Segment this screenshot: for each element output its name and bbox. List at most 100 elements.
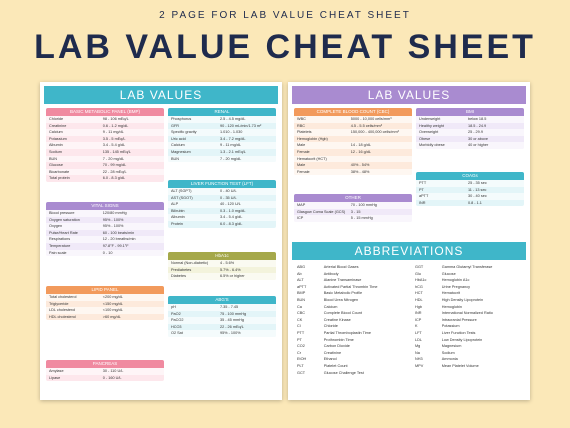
- cell-value: 1.010 - 1.030: [219, 130, 243, 135]
- cell-value: below 18.5: [467, 117, 487, 121]
- cell-name: Total cholesterol: [49, 295, 77, 299]
- cell-value: Potassium: [441, 324, 460, 329]
- table-row: Na Sodium: [412, 350, 525, 357]
- table-row: Oxygen 95% - 100%: [46, 223, 164, 230]
- table-row: Mg Magnesium: [412, 343, 525, 350]
- cell-value: 0.6 - 1.2 mg/dL: [102, 123, 129, 128]
- table-row: Magnesium 1.3 - 2.1 mEq/L: [168, 149, 276, 156]
- cell-value: 60 - 100 beats/min: [102, 230, 135, 235]
- table-row: hCG Urine Pregnancy: [412, 284, 525, 291]
- cell-name: hCG: [415, 284, 423, 289]
- section-header: PANCREAS: [46, 360, 164, 368]
- cell-name: Prediabetes: [171, 267, 192, 272]
- abbreviation-column: GGT Gamma Glutamyl Transferase Glu Glucose H…: [412, 264, 525, 370]
- cell-name: Protein: [171, 221, 184, 226]
- cell-name: PTT: [419, 181, 427, 185]
- table-row: Total cholesterol <200 mg/dL: [46, 294, 164, 301]
- table-row: pH 7.35 - 7.45: [168, 304, 276, 311]
- cell-value: Magnesium: [441, 344, 462, 349]
- table-row: Hematocrit (HCT): [294, 155, 412, 163]
- cell-value: 3 - 15: [350, 209, 361, 214]
- table-row: Cl Chloride: [294, 323, 407, 330]
- cell-value: 30 - 40 sec: [467, 194, 487, 199]
- cell-name: Magnesium: [171, 149, 191, 154]
- cell-name: HDL cholesterol: [49, 314, 76, 319]
- section-header: LIVER FUNCTION TEST (LFT): [168, 180, 276, 188]
- cell-value: 1.3 - 2.1 mEq/L: [219, 149, 246, 154]
- cell-value: Intracranial Pressure: [441, 317, 477, 322]
- cell-name: LFT: [415, 330, 422, 335]
- cell-value: 0 - 40 U/L: [219, 189, 237, 193]
- table-row: aPTT 30 - 40 sec: [416, 193, 524, 200]
- cell-name: HCO3: [171, 324, 182, 329]
- cell-value: Glucose Challenge Test: [323, 370, 364, 375]
- cell-name: INR: [415, 311, 422, 316]
- section: ABG'S pH 7.35 - 7.45 PaO2 75 - 100 mmHg PaCO2…: [168, 296, 276, 337]
- cell-name: Bilirubin: [171, 208, 185, 213]
- table-row: Temperature 97.8°F - 99.1°F: [46, 243, 164, 250]
- cell-value: 30 - 110 U/L: [102, 369, 124, 373]
- cell-name: LDL: [415, 337, 422, 342]
- section: BMI Underweight below 18.5 Healthy weight 18…: [416, 108, 524, 149]
- cell-name: PaCO2: [171, 318, 184, 323]
- cell-name: Blood pressure: [49, 211, 75, 215]
- cell-value: Glucose: [441, 271, 456, 276]
- cell-name: GFR: [171, 123, 180, 128]
- cell-value: 4.5 - 5.5 cells/mm³: [350, 123, 382, 128]
- cell-name: BUN: [49, 156, 58, 161]
- cell-value: 3.5 - 5 mEq/L: [102, 136, 126, 141]
- table-row: Oxygen saturation 95% - 100%: [46, 217, 164, 224]
- cell-name: Female: [297, 149, 310, 154]
- table-row: Male 14 - 18 g/dL: [294, 142, 412, 149]
- cell-name: CK: [297, 317, 303, 322]
- cell-value: 4 - 5.6%: [219, 261, 235, 265]
- table-row: ICP Intracranial Pressure: [412, 316, 525, 324]
- table-row: Pain scale 0 - 10: [46, 249, 164, 257]
- table-row: Hgb Hemoglobin: [412, 303, 525, 311]
- abbreviation-column: ABG Arterial Blood Gases Ab Antibody ALT Alan…: [294, 264, 407, 377]
- cell-value: 40 or higher: [467, 143, 489, 148]
- cell-name: Hemoglobin (Hgb): [297, 136, 328, 141]
- table-row: Female 38% - 48%: [294, 168, 412, 176]
- table-row: O2 Sat 95% - 100%: [168, 330, 276, 337]
- cell-value: 120/80 mmHg: [102, 211, 127, 215]
- table-row: PT Prothrombin Time: [294, 337, 407, 344]
- cell-name: WBC: [297, 117, 306, 121]
- table-row: PT 11 - 13 sec: [416, 187, 524, 194]
- cell-name: CO2: [297, 344, 305, 349]
- cell-value: Creatinine: [323, 350, 342, 355]
- table-row: Bilirubin 0.3 - 1.0 mg/dL: [168, 208, 276, 215]
- cell-name: K: [415, 324, 418, 329]
- table-row: aPTT Activated Partial Thrombin Time: [294, 284, 407, 291]
- table-row: EtOH Ethanol: [294, 356, 407, 363]
- cell-name: Sodium: [49, 149, 62, 154]
- table-row: ICP 5 - 15 mmHg: [294, 215, 412, 222]
- cell-name: Lipase: [49, 375, 61, 380]
- cell-name: Oxygen saturation: [49, 217, 80, 222]
- table-row: Albumin 3.4 - 5.4 g/dL: [46, 142, 164, 149]
- section-header: BMI: [416, 108, 524, 116]
- cell-name: aPTT: [297, 284, 307, 289]
- section-header: HbA1c: [168, 252, 276, 260]
- cell-value: 95% - 100%: [102, 217, 124, 222]
- cell-name: BUN: [171, 156, 180, 161]
- table-row: LDL cholesterol <100 mg/dL: [46, 307, 164, 314]
- cell-name: ABG: [297, 265, 306, 269]
- cell-value: Partial Thromboplastin Time: [323, 330, 371, 335]
- cell-value: 5.7% - 6.4%: [219, 267, 241, 272]
- table-row: MPV Mean Platelet Volume: [412, 363, 525, 370]
- cell-name: NH3: [415, 357, 423, 362]
- cell-name: LDL cholesterol: [49, 308, 76, 313]
- table-row: CBC Complete Blood Count: [294, 310, 407, 317]
- cell-value: Urine Pregnancy: [441, 284, 471, 289]
- cell-name: HDL: [415, 297, 423, 302]
- cell-name: RBC: [297, 123, 306, 128]
- cell-value: Gamma Glutamyl Transferase: [441, 265, 493, 269]
- cell-name: Mg: [415, 344, 421, 349]
- cell-value: 11 - 13 sec: [467, 187, 487, 192]
- table-row: GCT Glucose Challenge Test: [294, 369, 407, 377]
- table-row: WBC 5000 - 10,000 cells/mm³: [294, 116, 412, 123]
- cell-name: Oxygen: [49, 224, 63, 229]
- cell-value: International Normalized Ratio: [441, 311, 493, 316]
- cell-value: 95% - 100%: [102, 224, 124, 229]
